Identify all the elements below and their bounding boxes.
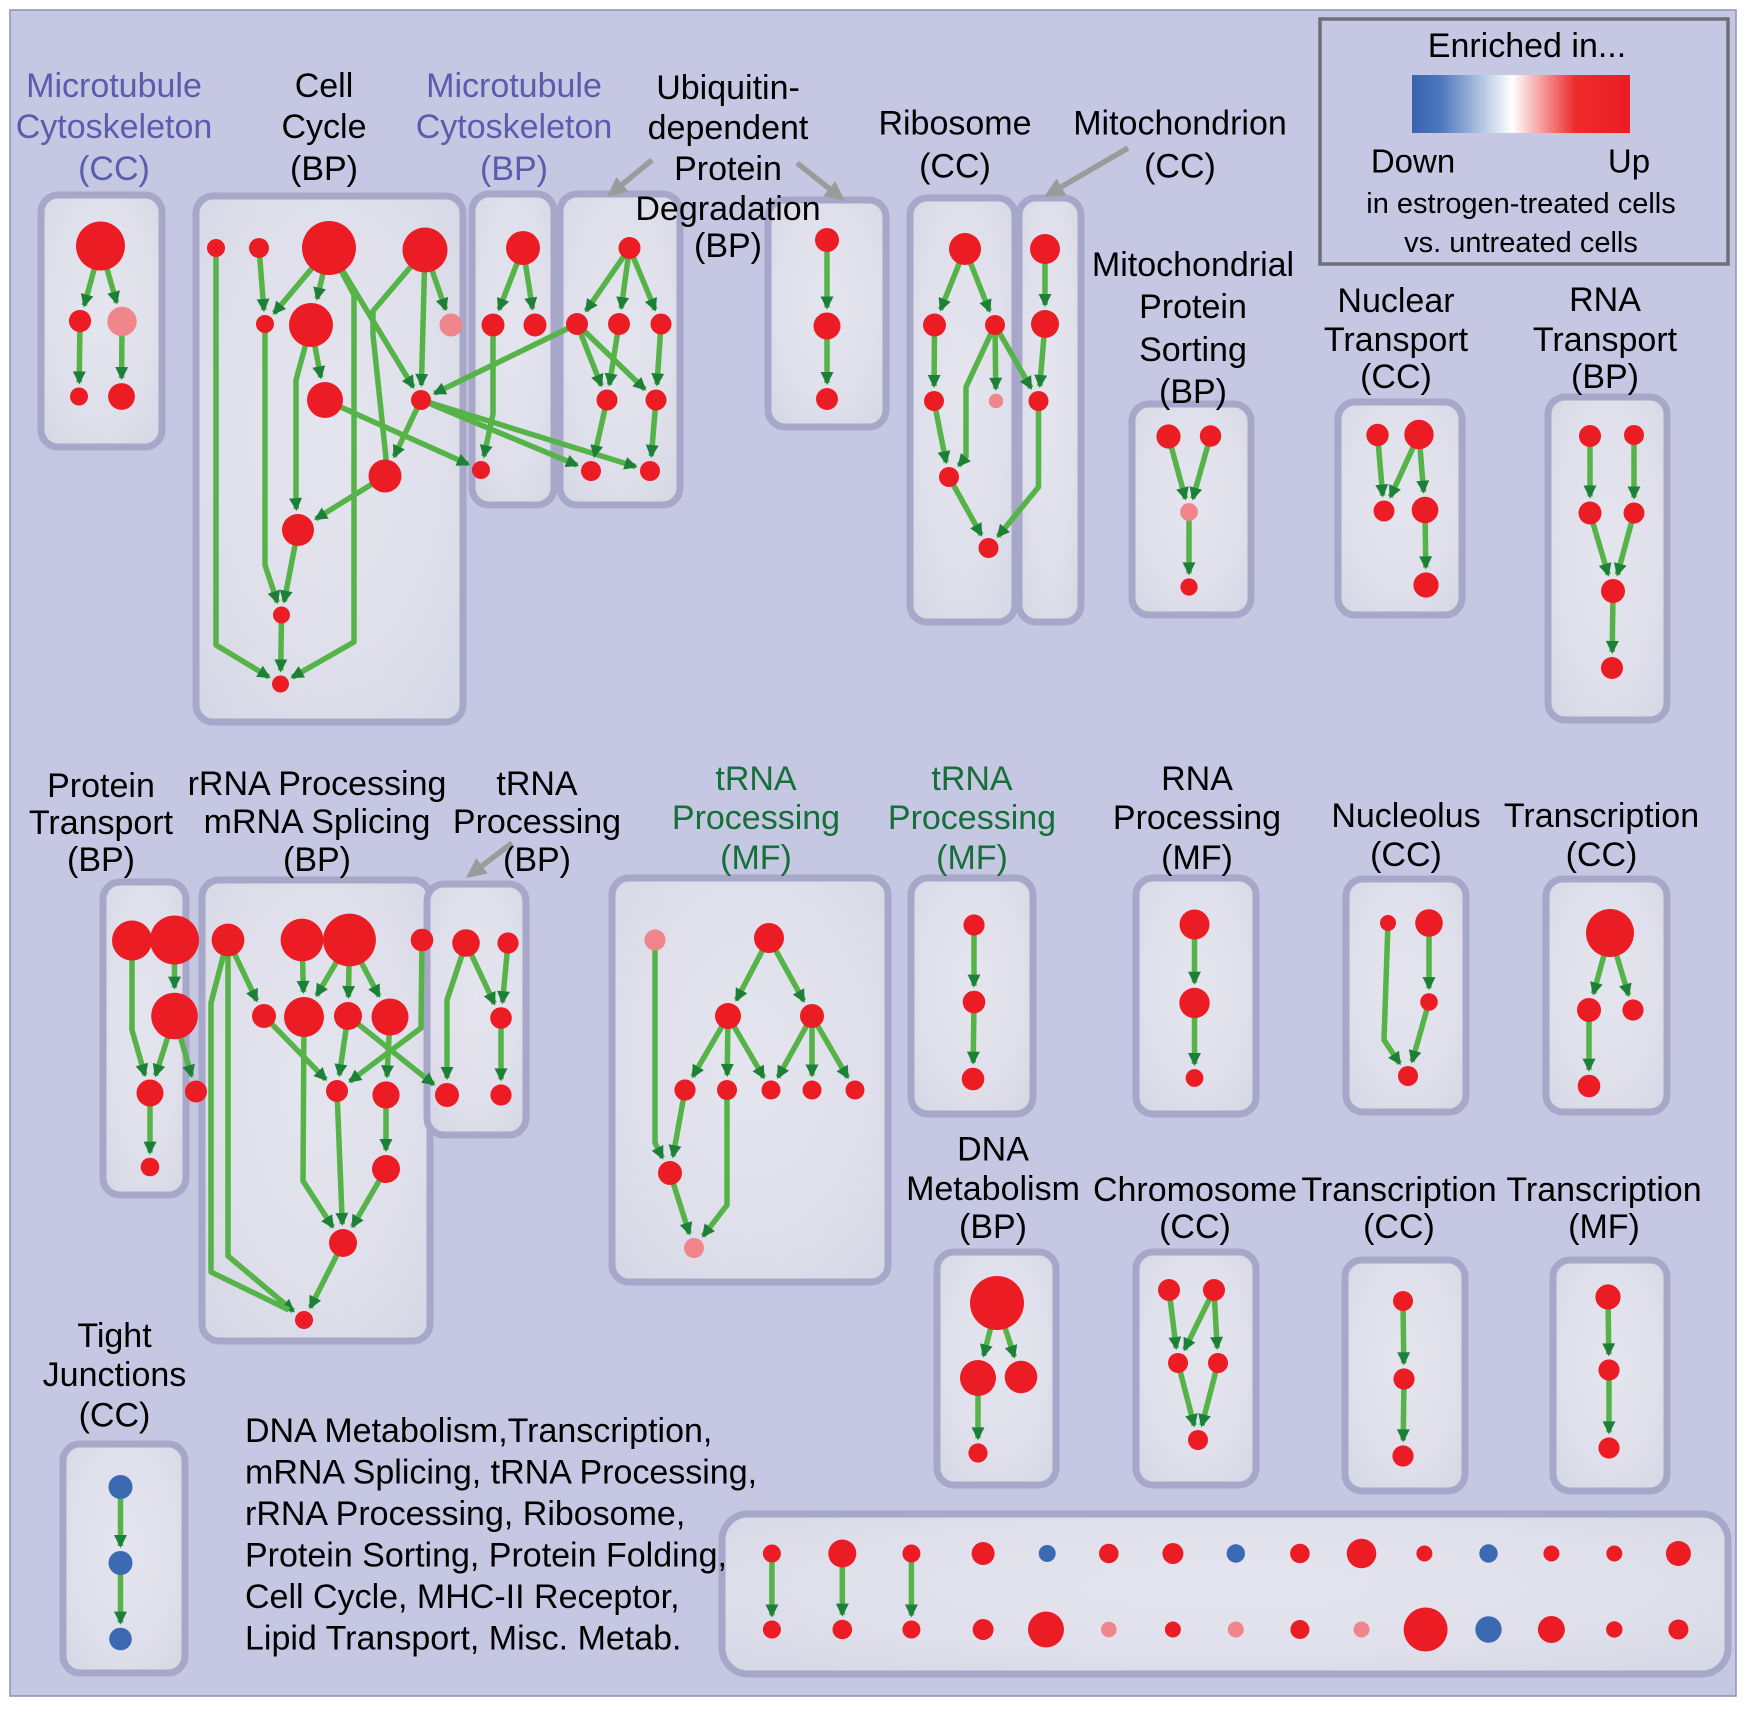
svg-text:tRNA: tRNA: [715, 760, 797, 798]
svg-text:(BP): (BP): [480, 150, 548, 188]
svg-text:(CC): (CC): [1144, 148, 1216, 186]
svg-text:Cell Cycle, MHC-II Receptor,: Cell Cycle, MHC-II Receptor,: [245, 1578, 680, 1616]
svg-text:(BP): (BP): [503, 841, 571, 879]
svg-text:tRNA: tRNA: [496, 765, 578, 803]
svg-text:Transcription: Transcription: [1504, 797, 1699, 835]
svg-text:Mitochondrion: Mitochondrion: [1073, 105, 1287, 143]
svg-text:Junctions: Junctions: [43, 1356, 187, 1394]
svg-text:(BP): (BP): [1159, 373, 1227, 411]
svg-text:Cytoskeleton: Cytoskeleton: [416, 108, 613, 146]
svg-text:Up: Up: [1608, 143, 1650, 180]
svg-text:Nucleolus: Nucleolus: [1331, 797, 1480, 835]
svg-text:Transcription: Transcription: [1301, 1171, 1496, 1209]
svg-text:(MF): (MF): [936, 839, 1008, 877]
svg-text:(MF): (MF): [720, 839, 792, 877]
svg-text:RNA: RNA: [1161, 760, 1233, 798]
svg-text:Protein Sorting, Protein Foldi: Protein Sorting, Protein Folding,: [245, 1537, 727, 1575]
svg-text:Cell: Cell: [295, 67, 354, 105]
svg-text:Mitochondrial: Mitochondrial: [1092, 246, 1294, 284]
svg-text:(BP): (BP): [959, 1208, 1027, 1246]
svg-text:Processing: Processing: [453, 803, 621, 841]
svg-text:Protein: Protein: [47, 767, 155, 805]
svg-text:(CC): (CC): [1363, 1208, 1435, 1246]
svg-text:DNA Metabolism,Transcription,: DNA Metabolism,Transcription,: [245, 1412, 712, 1450]
svg-text:Microtubule: Microtubule: [26, 67, 202, 105]
svg-text:mRNA Splicing, tRNA Processing: mRNA Splicing, tRNA Processing,: [245, 1454, 757, 1492]
svg-text:(CC): (CC): [919, 148, 991, 186]
svg-text:(BP): (BP): [283, 841, 351, 879]
svg-text:Chromosome: Chromosome: [1093, 1171, 1297, 1209]
svg-text:Ubiquitin-: Ubiquitin-: [656, 69, 800, 107]
svg-text:dependent: dependent: [648, 109, 809, 147]
svg-text:Transport: Transport: [1324, 321, 1469, 359]
svg-text:Cytoskeleton: Cytoskeleton: [16, 108, 213, 146]
svg-text:DNA: DNA: [957, 1131, 1029, 1169]
svg-text:Down: Down: [1371, 143, 1455, 180]
svg-text:(BP): (BP): [290, 150, 358, 188]
svg-text:(CC): (CC): [1566, 836, 1638, 874]
svg-text:Nuclear: Nuclear: [1337, 282, 1454, 320]
svg-text:Protein: Protein: [1139, 288, 1247, 326]
svg-text:Enriched in...: Enriched in...: [1428, 27, 1626, 65]
svg-text:Ribosome: Ribosome: [878, 105, 1031, 143]
svg-text:Metabolism: Metabolism: [906, 1170, 1080, 1208]
svg-text:(CC): (CC): [1360, 358, 1432, 396]
svg-text:Processing: Processing: [672, 799, 840, 837]
svg-text:Transport: Transport: [1533, 321, 1678, 359]
svg-text:(CC): (CC): [1370, 836, 1442, 874]
svg-text:tRNA: tRNA: [931, 760, 1013, 798]
svg-text:(MF): (MF): [1568, 1208, 1640, 1246]
svg-text:Sorting: Sorting: [1139, 331, 1247, 369]
svg-text:(BP): (BP): [67, 841, 135, 879]
svg-text:(CC): (CC): [79, 1397, 151, 1435]
svg-text:rRNA Processing: rRNA Processing: [188, 765, 447, 803]
svg-text:in estrogen-treated cells: in estrogen-treated cells: [1366, 188, 1676, 220]
svg-text:Lipid Transport, Misc. Metab.: Lipid Transport, Misc. Metab.: [245, 1620, 682, 1658]
svg-text:Processing: Processing: [1113, 799, 1281, 837]
svg-text:(BP): (BP): [694, 227, 762, 265]
svg-text:Protein: Protein: [674, 150, 782, 188]
svg-text:(BP): (BP): [1571, 358, 1639, 396]
svg-text:Degradation: Degradation: [635, 190, 820, 228]
svg-text:Tight: Tight: [77, 1317, 152, 1355]
svg-text:(CC): (CC): [78, 150, 150, 188]
svg-text:RNA: RNA: [1569, 281, 1641, 319]
svg-text:Processing: Processing: [888, 799, 1056, 837]
svg-text:Cycle: Cycle: [281, 108, 366, 146]
svg-text:(MF): (MF): [1161, 839, 1233, 877]
svg-text:vs. untreated cells: vs. untreated cells: [1404, 227, 1638, 259]
svg-text:Transcription: Transcription: [1506, 1171, 1701, 1209]
svg-text:Transport: Transport: [29, 804, 174, 842]
svg-text:Microtubule: Microtubule: [426, 67, 602, 105]
svg-text:mRNA Splicing: mRNA Splicing: [204, 803, 431, 841]
svg-text:rRNA Processing, Ribosome,: rRNA Processing, Ribosome,: [245, 1495, 685, 1533]
svg-text:(CC): (CC): [1159, 1208, 1231, 1246]
